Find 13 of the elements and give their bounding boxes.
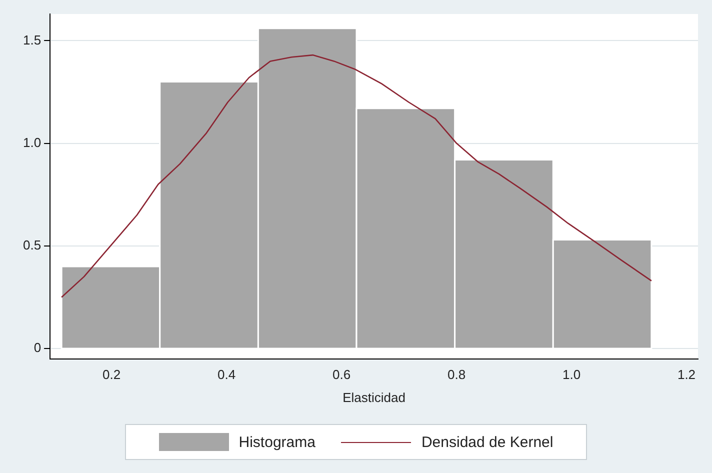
x-tick-label: 1.0 xyxy=(562,367,581,382)
legend-label: Histograma xyxy=(238,434,316,450)
x-tick-label: 0.2 xyxy=(102,367,121,382)
x-tick-label: 0.6 xyxy=(332,367,351,382)
legend-label: Densidad de Kernel xyxy=(421,434,554,450)
x-axis-title: Elasticidad xyxy=(342,390,406,405)
y-tick-label: 1.0 xyxy=(22,134,42,150)
x-tick-label: 0.8 xyxy=(447,367,466,382)
y-tick-label: 0 xyxy=(34,340,42,356)
y-tick-label: 0.5 xyxy=(22,237,42,252)
x-tick-label: 0.4 xyxy=(218,367,236,382)
x-tick-label: 1.2 xyxy=(677,367,696,382)
y-tick-label: 1.5 xyxy=(22,32,42,48)
